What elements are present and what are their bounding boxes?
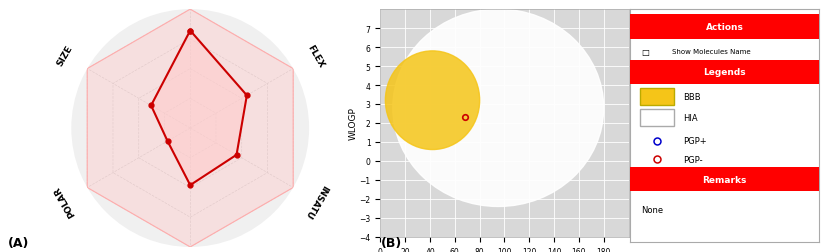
Polygon shape xyxy=(87,10,294,247)
Text: (B): (B) xyxy=(380,237,402,249)
Text: None: None xyxy=(642,205,663,214)
FancyBboxPatch shape xyxy=(639,89,673,105)
Text: FLEX: FLEX xyxy=(306,43,326,69)
Text: INSATU: INSATU xyxy=(303,182,329,219)
FancyBboxPatch shape xyxy=(630,168,819,191)
Polygon shape xyxy=(151,32,246,185)
Text: □: □ xyxy=(642,47,649,56)
Text: Show Molecules Name: Show Molecules Name xyxy=(672,49,750,55)
Text: POLAR: POLAR xyxy=(52,184,77,218)
Text: BBB: BBB xyxy=(683,92,700,102)
FancyBboxPatch shape xyxy=(639,110,673,126)
Y-axis label: WLOGP: WLOGP xyxy=(349,107,358,140)
Ellipse shape xyxy=(393,10,604,207)
Ellipse shape xyxy=(385,52,480,150)
Text: PGP-: PGP- xyxy=(683,155,703,164)
Text: Legends: Legends xyxy=(703,68,746,77)
Text: PGP+: PGP+ xyxy=(683,137,706,146)
Text: HIA: HIA xyxy=(683,113,698,122)
Text: (A): (A) xyxy=(8,237,30,249)
FancyBboxPatch shape xyxy=(630,61,819,84)
Text: Actions: Actions xyxy=(705,23,743,32)
Text: Remarks: Remarks xyxy=(702,175,747,184)
FancyBboxPatch shape xyxy=(630,15,819,40)
Text: SIZE: SIZE xyxy=(55,44,74,68)
